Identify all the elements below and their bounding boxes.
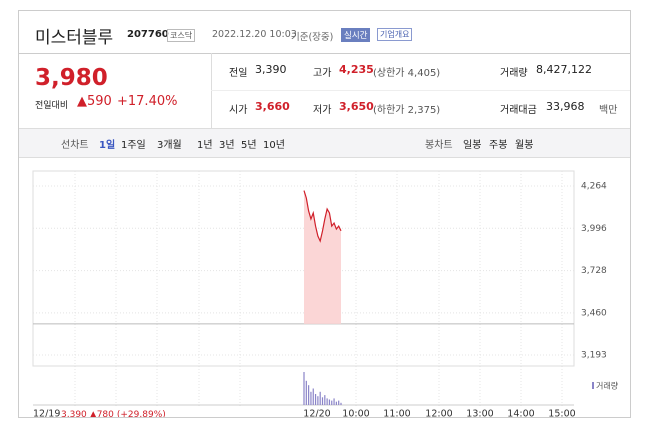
x-tick-label: 10:00 (342, 409, 369, 418)
volume-bar (317, 396, 319, 405)
candle-tab[interactable]: 월봉 (515, 140, 534, 151)
period-tab[interactable]: 10년 (263, 140, 285, 151)
stock-code: 207760 (127, 29, 169, 40)
candle-tab[interactable]: 주봉 (489, 140, 508, 151)
footer-price: 3,390 (61, 410, 87, 418)
company-info-button[interactable]: 기업개요 (377, 28, 413, 41)
volume-bar (340, 402, 342, 405)
y-tick-label: 3,193 (581, 351, 607, 361)
stat-label: 거래대금 (500, 105, 537, 116)
datetime: 2022.12.20 10:03 (212, 29, 297, 40)
tab-label: 선차트 (61, 140, 89, 151)
volume-bar (321, 397, 324, 405)
stat-value: 33,968 (546, 100, 585, 113)
volume-bar (312, 388, 314, 405)
period-tab[interactable]: 3년 (219, 140, 235, 151)
volume-bar (338, 400, 340, 405)
change-value: 590 (87, 94, 112, 109)
plot-frame (32, 170, 575, 367)
y-tick-label: 3,728 (581, 266, 607, 276)
volume-bar (324, 395, 326, 405)
stat-label: 고가 (313, 68, 332, 79)
stat-label: 시가 (229, 105, 248, 116)
tab-bar (19, 128, 630, 158)
footer-pct: (+29.89%) (117, 410, 166, 418)
period-tab[interactable]: 3개월 (157, 140, 182, 151)
footer-change: 780 (97, 410, 114, 418)
volume-bar (303, 372, 305, 405)
period-tab[interactable]: 5년 (241, 140, 257, 151)
change-pct: +17.40% (117, 94, 178, 109)
volume-bar (333, 398, 335, 405)
stock-name: 미스터블루 (35, 28, 114, 48)
price-line (303, 190, 342, 243)
period-tab[interactable]: 1일 (99, 140, 116, 151)
period-tab[interactable]: 1년 (197, 140, 213, 151)
volume-bar (310, 391, 312, 405)
stat-value: 4,235 (339, 63, 374, 76)
y-tick-label: 3,996 (581, 224, 607, 234)
price: 3,980 (35, 65, 108, 91)
stat-value: 3,650 (339, 100, 374, 113)
change: ▲590 (77, 94, 112, 109)
x-tick-label: 14:00 (507, 409, 534, 418)
realtime-button[interactable]: 실시간 (341, 28, 371, 42)
volume-bar (305, 380, 307, 405)
stat-extra: (하한가 2,375) (373, 105, 441, 116)
volume-bar (335, 401, 337, 405)
volume-legend: 거래량 (596, 381, 619, 391)
volume-bar (319, 391, 321, 405)
widget: 미스터블루 207760 코스닥 2022.12.20 10:03 기준(장중)… (18, 10, 631, 418)
x-tick-label: 12:00 (425, 409, 452, 418)
footer-arrow: ▲ (90, 410, 97, 418)
volume-bar (308, 385, 310, 405)
footer-note: 3,390 ▲780 (+29.89%) (61, 410, 166, 418)
y-tick-label: 3,460 (581, 308, 607, 318)
market: 코스닥 (167, 29, 196, 42)
chart: 4,264 3,996 3,728 3,460 3,193 거래량 12/19 12/20 10… (32, 170, 619, 418)
stat-extra: 백만 (599, 105, 618, 116)
stat-value: 3,390 (255, 63, 287, 76)
period-tab[interactable]: 1주일 (121, 140, 146, 151)
x-tick-label: 13:00 (466, 409, 493, 418)
stat-label: 저가 (313, 105, 332, 116)
stat-value: 3,660 (255, 100, 290, 113)
price-area (304, 190, 341, 324)
stat-value: 8,427,122 (536, 63, 592, 76)
x-tick-label: 12/20 (303, 409, 330, 418)
volume-bar (331, 400, 333, 405)
stat-label: 거래량 (500, 68, 528, 79)
change-label: 전일대비 (35, 101, 69, 111)
y-tick-label: 4,264 (581, 182, 607, 192)
volume-bar (326, 398, 328, 405)
basis: 기준(장중) (291, 32, 334, 43)
tab-label: 봉차트 (425, 140, 453, 151)
volume-bar (314, 394, 317, 405)
x-tick-label: 12/19 (33, 409, 60, 418)
stat-extra: (상한가 4,405) (373, 68, 441, 79)
candle-tab[interactable]: 일봉 (463, 140, 482, 151)
stat-label: 전일 (229, 68, 248, 79)
volume-bar (328, 399, 331, 405)
x-tick-label: 15:00 (548, 409, 575, 418)
x-tick-label: 11:00 (383, 409, 410, 418)
volume-legend-swatch (592, 382, 594, 389)
